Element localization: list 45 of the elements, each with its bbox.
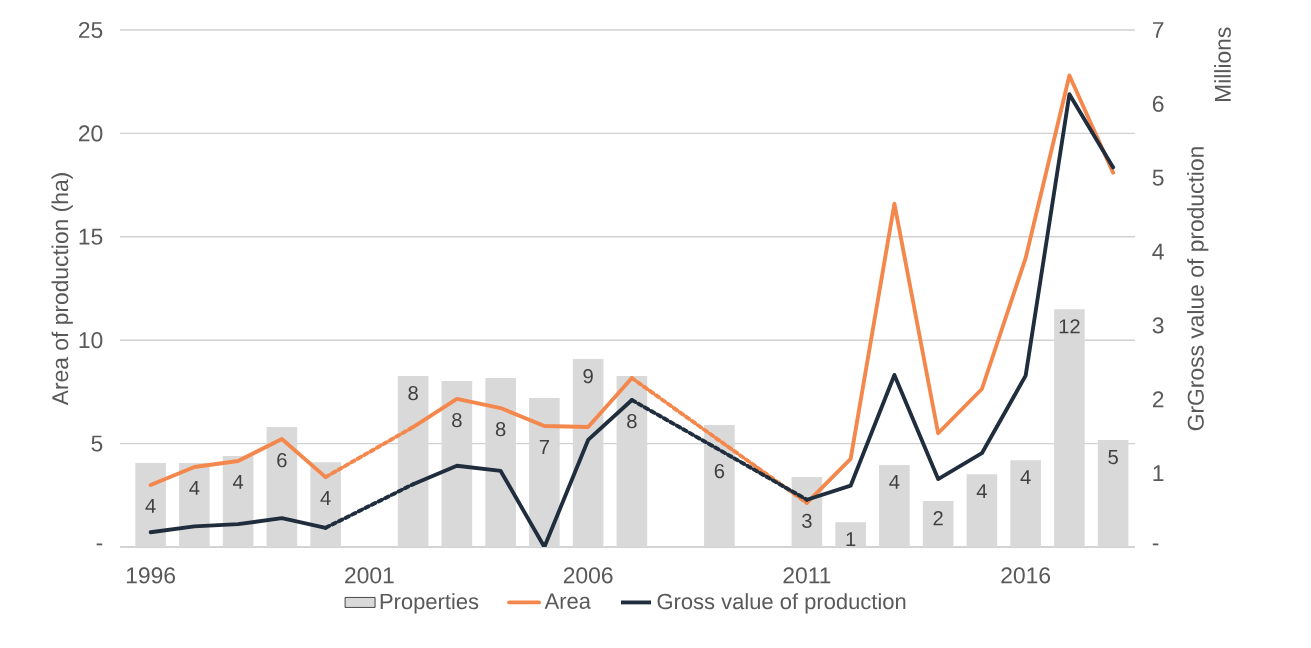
x-tick-label: 2011 [783, 567, 831, 584]
data-label: 6 [714, 463, 725, 479]
data-label: 3 [802, 513, 812, 529]
data-label: 4 [189, 480, 200, 495]
data-label: 8 [627, 413, 637, 429]
y2-tick-label: 7 [1152, 22, 1164, 38]
x-tick-label: 2001 [345, 567, 394, 584]
data-label: 4 [232, 474, 244, 489]
y2-tick-label: 1 [1153, 465, 1164, 481]
y-axis-title: Area of production (ha) [51, 173, 73, 406]
data-label: 9 [583, 368, 593, 384]
data-label: 12 [1059, 319, 1080, 334]
y-tick-label: 20 [79, 125, 103, 142]
data-label: 2 [933, 511, 943, 526]
data-label: 5 [1108, 450, 1118, 465]
data-label: 4 [976, 484, 987, 499]
y-tick-label: 25 [79, 21, 103, 39]
y2-tick-label: 3 [1152, 317, 1164, 334]
legend-label: Properties [380, 593, 479, 614]
y2-tick-label: 6 [1152, 95, 1164, 112]
y-tick-label: 10 [79, 332, 103, 349]
y-tick-label: - [96, 543, 103, 546]
y2-tick-label: - [1152, 543, 1159, 546]
legend-label: Area [544, 593, 591, 609]
data-label: 6 [277, 453, 287, 468]
y2-tick-label: 5 [1152, 169, 1164, 186]
y-tick-label: 15 [79, 228, 103, 245]
data-label: 4 [145, 498, 156, 513]
data-label: 8 [452, 412, 462, 428]
x-tick-label: 2016 [1001, 567, 1051, 584]
x-tick-label: 1996 [126, 567, 176, 584]
x-tick-label: 2006 [563, 567, 613, 584]
y2-axis-title: GrGross value of production [1187, 147, 1209, 431]
y-tick-label: 5 [91, 435, 103, 452]
data-label: 4 [1020, 470, 1031, 485]
data-label: 4 [889, 474, 900, 489]
data-label: 7 [539, 440, 549, 454]
data-label: 8 [408, 385, 418, 401]
text: Millions [1214, 27, 1231, 101]
data-label: 8 [495, 422, 506, 437]
y2-tick-label: 4 [1152, 243, 1164, 260]
data-label: 4 [320, 491, 331, 505]
legend-label: Gross value of production [657, 593, 906, 614]
y2-tick-label: 2 [1152, 391, 1164, 408]
data-label: 1 [846, 532, 856, 547]
